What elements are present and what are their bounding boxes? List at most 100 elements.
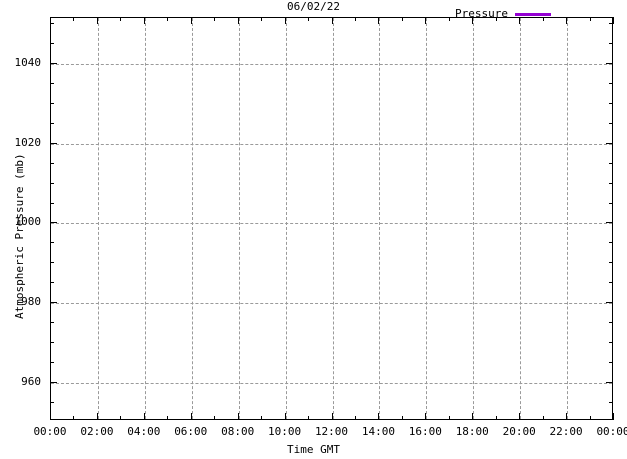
gridline-vertical [567,18,569,419]
x-tick-minor [448,416,450,420]
y-tick-label: 1000 [14,215,42,229]
x-tick-minor [120,17,122,21]
y-tick-minor [609,182,613,184]
x-tick-major [472,413,474,420]
x-tick-minor [401,416,403,420]
y-tick-major [606,62,613,64]
x-tick-major [190,413,192,420]
y-tick-minor [609,362,613,364]
x-tick-minor [214,416,216,420]
y-tick-label: 1020 [14,135,42,149]
x-tick-major [519,17,521,24]
x-tick-minor [167,17,169,21]
y-tick-minor [50,402,54,404]
gridline-vertical [426,18,428,419]
y-tick-minor [609,122,613,124]
x-tick-major [425,17,427,24]
y-tick-minor [50,82,54,84]
x-tick-label: 08:00 [221,425,255,438]
gridline-horizontal [51,143,612,145]
y-tick-major [50,302,57,304]
x-tick-label: 14:00 [361,425,395,438]
y-tick-minor [609,262,613,264]
x-tick-major [50,17,51,24]
x-tick-major [378,17,380,24]
y-tick-minor [50,102,54,104]
x-tick-major [566,413,568,420]
x-tick-minor [73,416,75,420]
x-tick-minor [495,17,497,21]
x-tick-major [331,17,333,24]
y-tick-major [606,302,613,304]
x-tick-label: 18:00 [455,425,489,438]
y-tick-label: 960 [21,375,41,389]
x-tick-minor [589,416,591,420]
gridline-vertical [473,18,475,419]
y-tick-minor [609,102,613,104]
x-tick-minor [308,416,310,420]
y-axis-title: Atmospheric Pressure (mb) [13,153,26,319]
y-tick-minor [609,202,613,204]
y-tick-minor [50,262,54,264]
x-tick-major [237,17,239,24]
x-tick-major [613,17,614,24]
y-tick-minor [609,42,613,44]
x-tick-major [378,413,380,420]
x-tick-major [96,413,98,420]
series-pressure-line [51,18,612,419]
x-tick-major [425,413,427,420]
x-tick-label: 10:00 [268,425,302,438]
x-tick-major [50,413,51,420]
x-tick-label: 20:00 [502,425,536,438]
x-tick-label: 22:00 [549,425,583,438]
gridline-vertical [238,18,240,419]
plot-area [50,17,613,420]
y-tick-minor [50,42,54,44]
y-tick-label: 980 [21,295,41,309]
y-tick-major [50,382,57,384]
y-tick-minor [609,22,613,24]
y-tick-major [606,142,613,144]
x-tick-minor [495,416,497,420]
y-tick-minor [50,342,54,344]
y-tick-minor [609,342,613,344]
gridline-vertical [520,18,522,419]
y-tick-major [606,222,613,224]
x-tick-major [331,413,333,420]
y-tick-major [50,62,57,64]
x-tick-minor [308,17,310,21]
y-tick-minor [50,362,54,364]
x-tick-minor [354,17,356,21]
y-tick-label: 1040 [14,55,42,69]
x-tick-label: 00:00 [33,425,67,438]
legend-swatch-pressure [514,12,551,16]
y-tick-major [50,222,57,224]
y-tick-minor [50,242,54,244]
y-tick-minor [50,182,54,184]
x-tick-minor [167,416,169,420]
y-tick-minor [50,282,54,284]
x-tick-minor [542,416,544,420]
y-tick-minor [609,402,613,404]
x-tick-major [284,17,286,24]
legend-label-pressure: Pressure [455,7,508,20]
x-tick-minor [542,17,544,21]
y-tick-minor [50,322,54,324]
x-tick-label: 06:00 [174,425,208,438]
x-tick-major [566,17,568,24]
gridline-horizontal [51,383,612,385]
y-tick-minor [50,162,54,164]
gridline-vertical [379,18,381,419]
x-tick-minor [354,416,356,420]
y-tick-minor [609,242,613,244]
x-tick-minor [448,17,450,21]
y-tick-minor [609,322,613,324]
x-tick-label: 00:00 [596,425,627,438]
legend: Pressure [455,5,551,23]
x-axis-title: Time GMT [287,443,340,456]
x-tick-minor [261,17,263,21]
x-tick-minor [589,17,591,21]
gridline-horizontal [51,63,612,65]
x-tick-label: 02:00 [80,425,114,438]
gridline-vertical [97,18,99,419]
